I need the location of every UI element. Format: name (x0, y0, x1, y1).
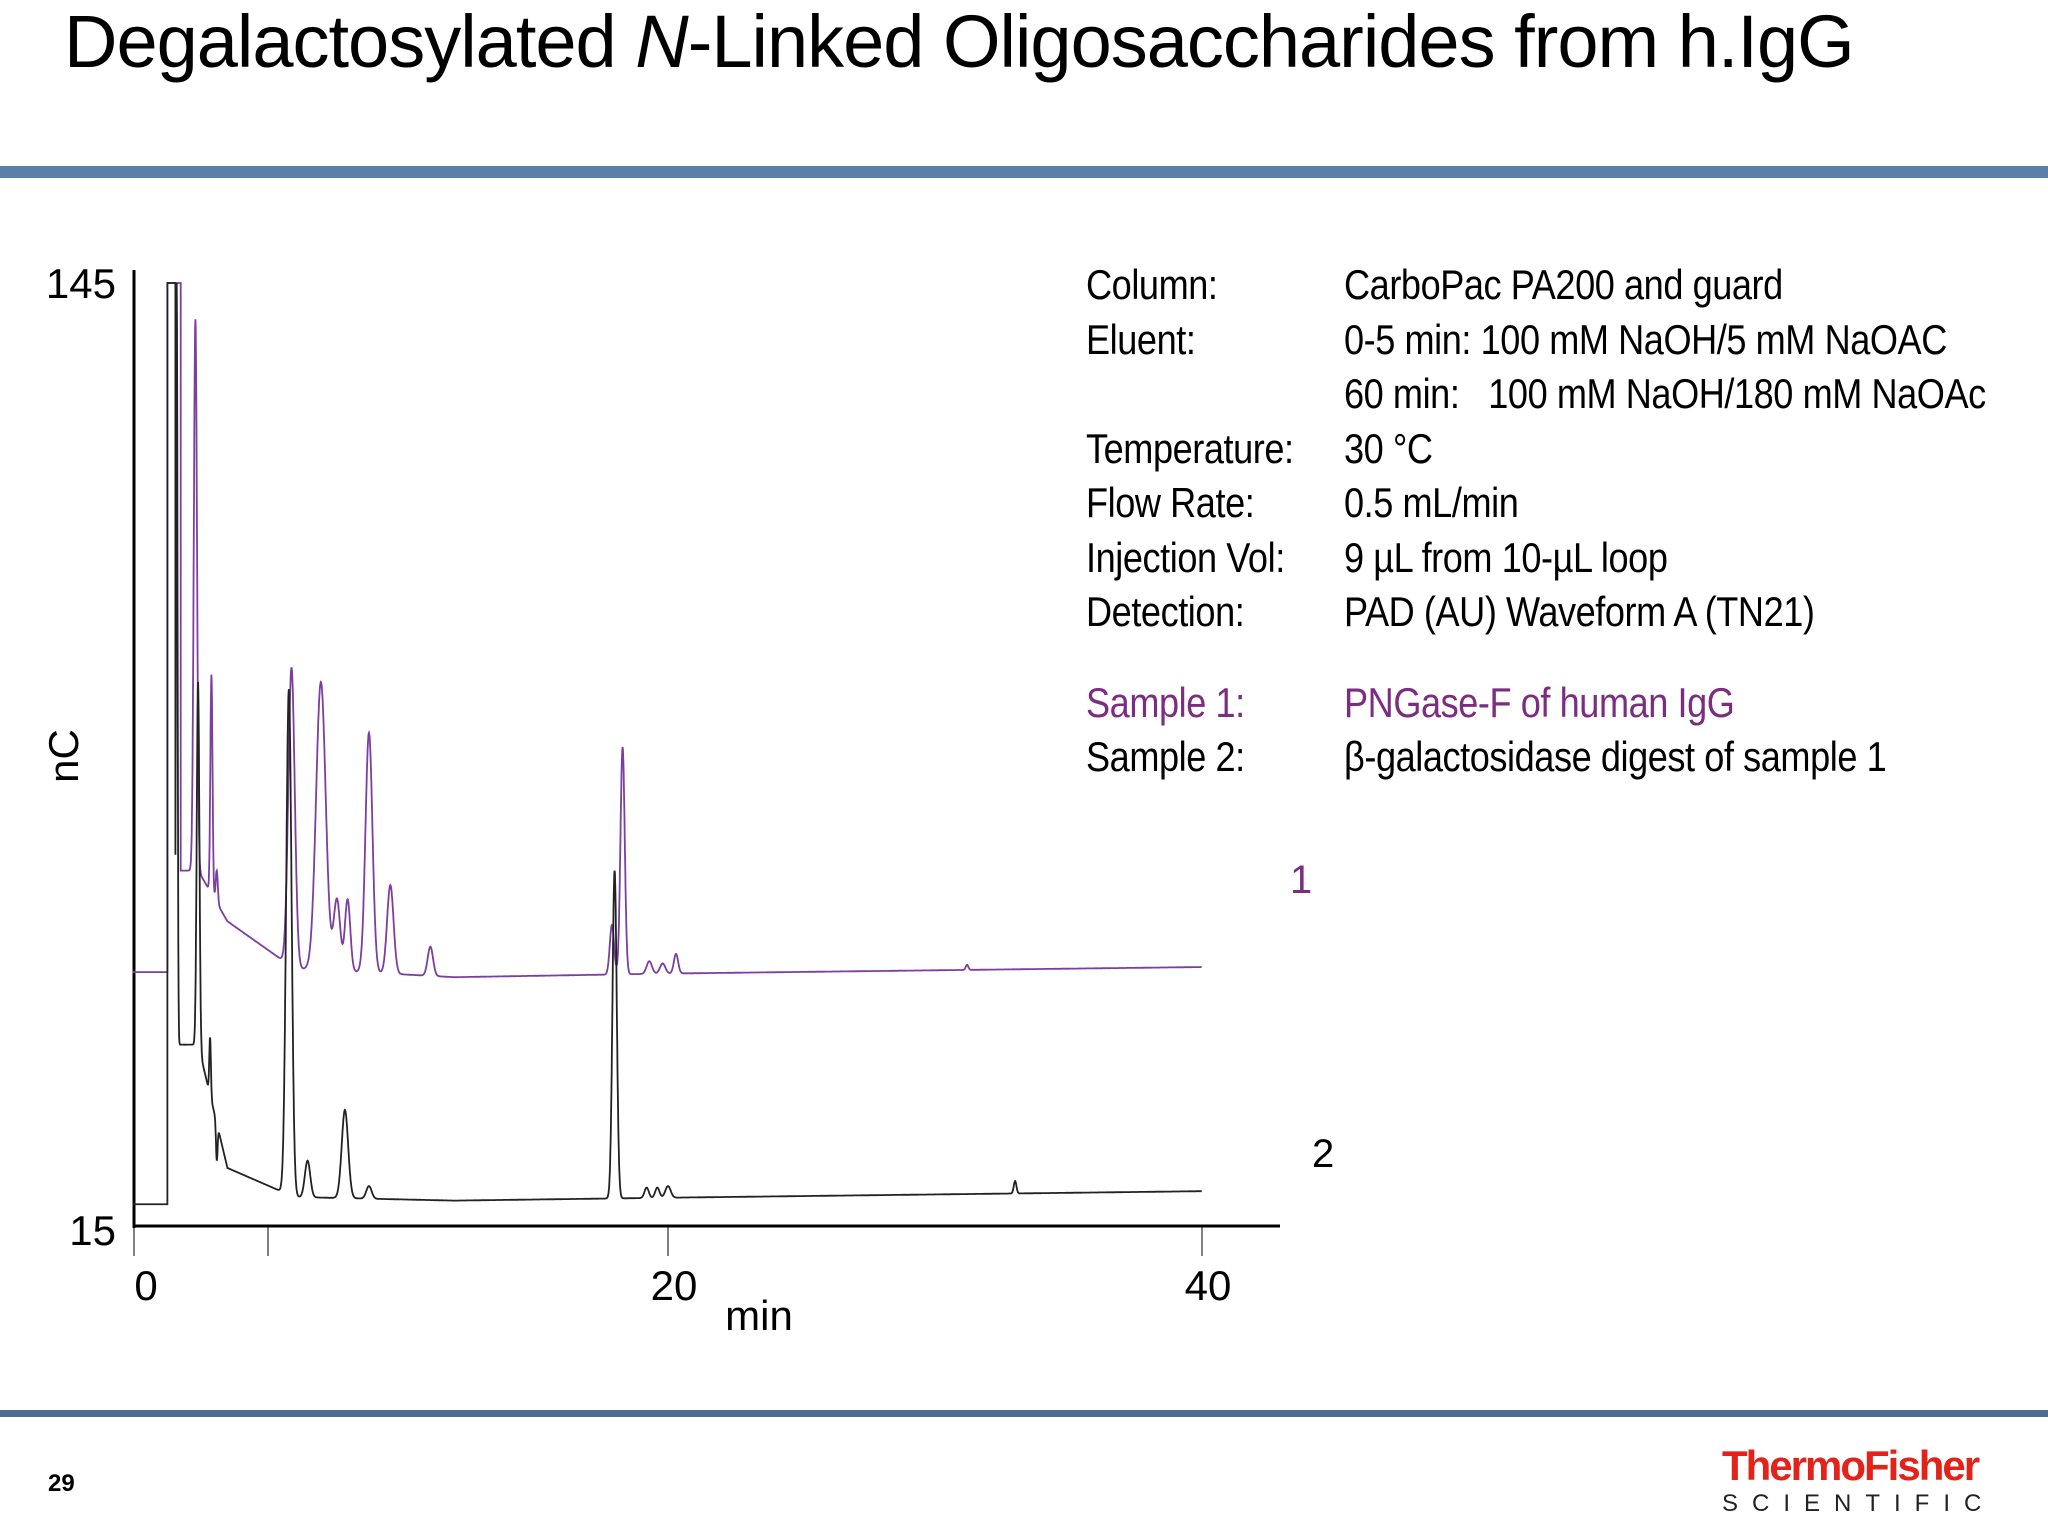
title-prefix: Degalactosylated (64, 0, 636, 83)
sample-key: Sample 2: (1086, 733, 1245, 780)
logo-brand: ThermoFisher (1722, 1442, 1980, 1489)
title-suffix: -Linked Oligosaccharides from h.IgG (687, 0, 1855, 83)
x-label-20: 20 (651, 1262, 698, 1309)
title-italic: N (635, 0, 688, 83)
y-axis-title: nC (40, 729, 87, 783)
condition-key: Eluent: (1086, 315, 1196, 363)
x-axis-title: min (725, 1292, 793, 1339)
sample-value: PNGase-F of human IgG (1344, 678, 1735, 726)
sample-2-legend: Sample 2: β-galactosidase digest of sampl… (1086, 730, 1986, 785)
condition-eluent: Eluent: 0-5 min: 100 mM NaOH/5 mM NaOAC (1086, 313, 1986, 368)
conditions-panel: Column: CarboPac PA200 and guard Eluent: 0… (1086, 258, 1986, 785)
condition-column: Column: CarboPac PA200 and guard (1086, 258, 1986, 313)
page-number: 29 (48, 1470, 75, 1497)
chromatogram-chart: 145 15 nC 0 20 40 min (40, 260, 1280, 1339)
x-label-0: 0 (134, 1262, 157, 1309)
condition-injection-vol: Injection Vol: 9 µL from 10-µL loop (1086, 531, 1986, 586)
condition-value: 9 µL from 10-µL loop (1344, 533, 1668, 581)
condition-key: Flow Rate: (1086, 479, 1255, 526)
sample-value: β-galactosidase digest of sample 1 (1344, 733, 1887, 780)
y-min-label: 15 (69, 1207, 116, 1254)
condition-value: 0.5 mL/min (1344, 479, 1519, 526)
thermo-fisher-logo: ThermoFisher SCIENTIFIC (1722, 1444, 2012, 1518)
sample-key: Sample 1: (1086, 678, 1245, 726)
trace-sample-2 (132, 282, 1202, 1206)
trace-label-2: 2 (1312, 1132, 1335, 1176)
sample-1-legend: Sample 1: PNGase-F of human IgG (1086, 676, 1986, 731)
condition-value: PAD (AU) Waveform A (TN21) (1344, 588, 1815, 635)
logo-sub: SCIENTIFIC (1722, 1490, 1996, 1517)
condition-flow-rate: Flow Rate: 0.5 mL/min (1086, 476, 1986, 531)
traces (132, 282, 1202, 1206)
condition-key: Column: (1086, 261, 1218, 308)
condition-key: Temperature: (1086, 424, 1294, 472)
trace-label-1: 1 (1290, 858, 1313, 902)
condition-value: CarboPac PA200 and guard (1344, 261, 1783, 308)
header-rule (0, 166, 2048, 178)
trace-sample-1 (132, 282, 1202, 979)
condition-value: 0-5 min: 100 mM NaOH/5 mM NaOAC (1344, 315, 1947, 363)
condition-value: 60 min: 100 mM NaOH/180 mM NaOAc (1344, 370, 1986, 417)
condition-eluent-2: 60 min: 100 mM NaOH/180 mM NaOAc (1086, 367, 1986, 422)
condition-temperature: Temperature: 30 °C (1086, 422, 1986, 477)
condition-key: Detection: (1086, 588, 1245, 635)
condition-key (1086, 367, 1344, 422)
y-max-label: 145 (46, 260, 116, 307)
x-label-40: 40 (1185, 1262, 1232, 1309)
condition-key: Injection Vol: (1086, 533, 1285, 581)
condition-value: 30 °C (1344, 424, 1433, 472)
page-title: Degalactosylated N-Linked Oligosaccharid… (64, 0, 1964, 84)
footer-rule (0, 1410, 2048, 1417)
condition-detection: Detection: PAD (AU) Waveform A (TN21) (1086, 585, 1986, 640)
